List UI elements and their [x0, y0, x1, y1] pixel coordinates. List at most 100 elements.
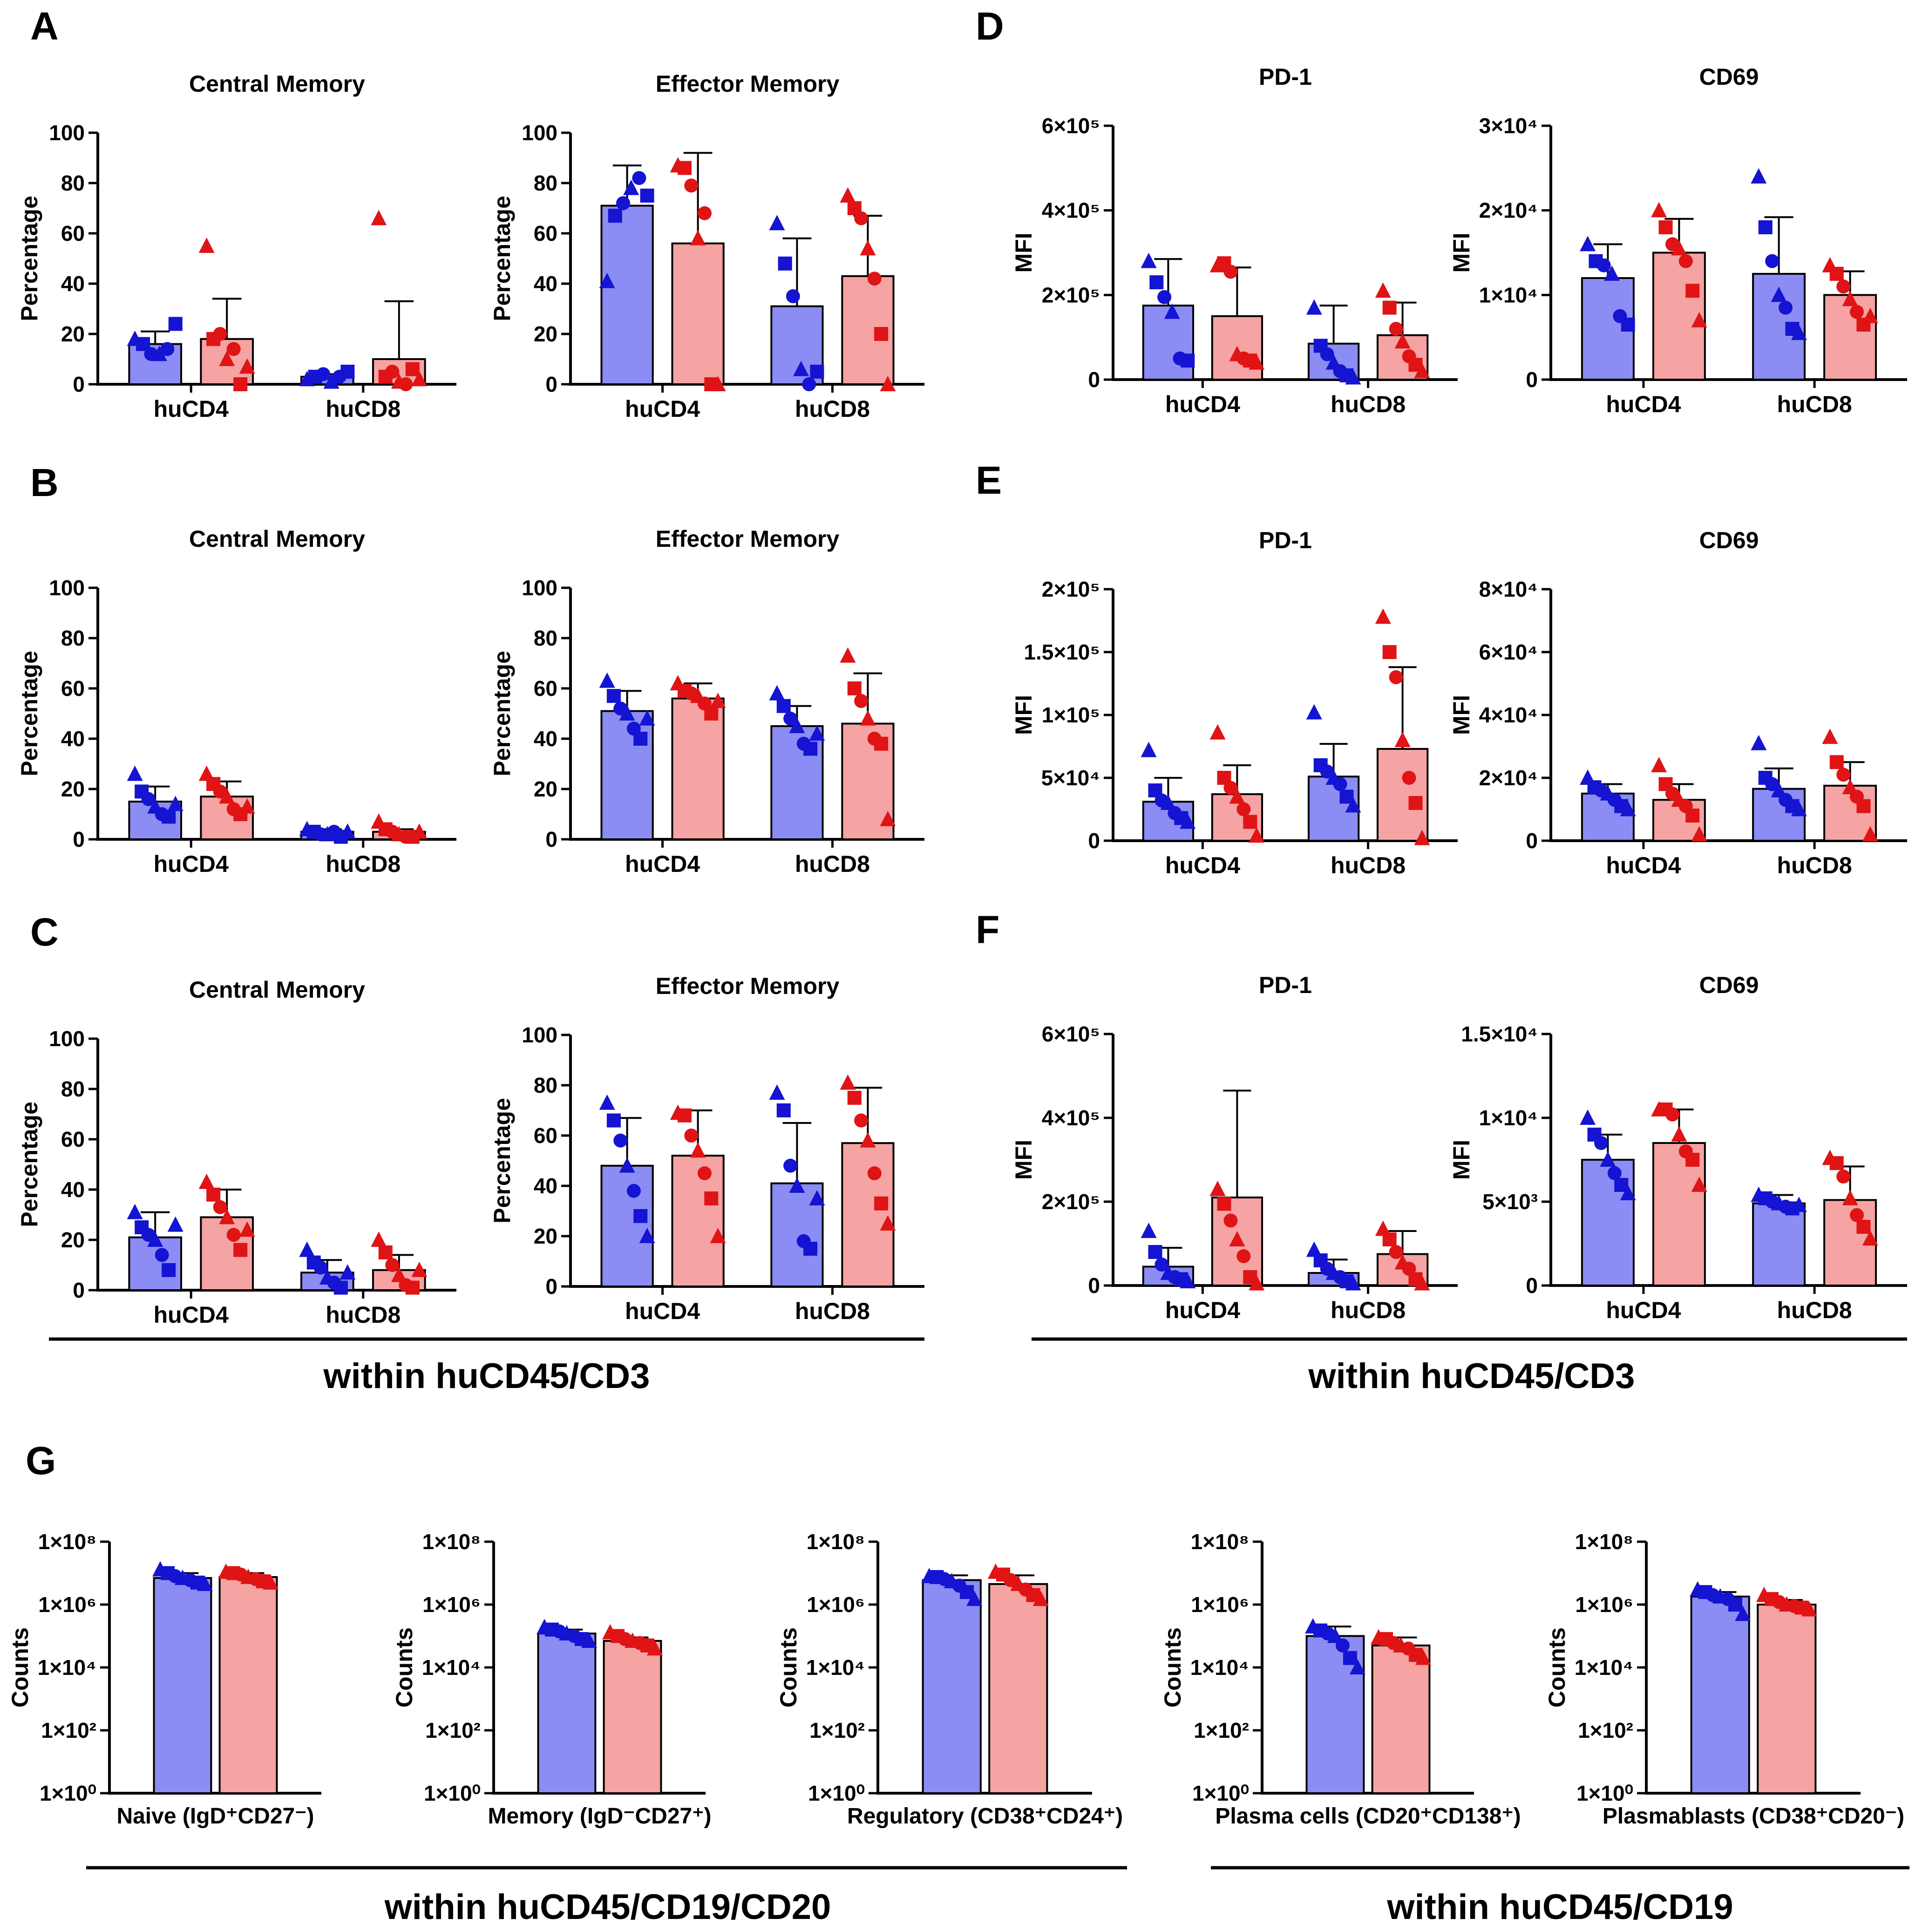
data-point	[1651, 757, 1667, 772]
data-point	[1691, 312, 1707, 327]
x-axis-label: Naive (IgD⁺CD27⁻)	[116, 1804, 314, 1829]
data-point	[385, 1258, 400, 1272]
data-point	[677, 1108, 692, 1122]
bar	[1757, 1604, 1817, 1794]
data-point	[803, 742, 818, 756]
data-point	[167, 796, 183, 811]
data-point	[710, 693, 726, 708]
y-axis-label: Counts	[775, 1627, 801, 1708]
data-point	[1600, 1151, 1616, 1167]
data-point	[1671, 1126, 1687, 1142]
y-tick-label: 1×10⁴	[1575, 1655, 1633, 1680]
data-point	[646, 1640, 663, 1656]
y-tick-label: 1×10⁵	[1042, 703, 1100, 727]
chart-F1: F PD-1 MFI 0 2×10⁵ 4×10⁵ 6×10⁵ huCD4 huCD8	[976, 908, 1458, 1323]
data-point	[633, 1209, 648, 1223]
data-point	[854, 1113, 869, 1128]
data-point	[1765, 777, 1780, 791]
data-point	[1842, 1190, 1858, 1205]
data-point	[710, 1228, 726, 1243]
data-point	[793, 361, 809, 376]
data-point	[1607, 1166, 1622, 1180]
y-tick-label: 2×10⁴	[1479, 766, 1538, 790]
data-point	[606, 689, 621, 703]
x-tick-label: huCD4	[1606, 1297, 1681, 1323]
y-tick-label: 0	[1526, 1273, 1538, 1298]
data-point	[1685, 809, 1700, 823]
data-point	[1685, 1153, 1700, 1167]
y-tick-label: 0	[545, 827, 557, 851]
chart-title: PD-1	[1259, 527, 1312, 553]
data-point	[1180, 1273, 1196, 1288]
data-point	[405, 1280, 420, 1295]
y-tick-label: 1×10²	[809, 1718, 865, 1742]
x-tick-label: huCD8	[326, 1302, 401, 1328]
chart-title: CD69	[1699, 64, 1759, 90]
chart-A1: A Central Memory Percentage 0 20 40 60 80 100 huC…	[16, 4, 456, 422]
data-point	[697, 206, 712, 220]
data-point	[1836, 279, 1851, 294]
x-tick-label: huCD4	[1165, 1297, 1240, 1323]
chart-title: Effector Memory	[656, 526, 840, 552]
chart-G4: Counts 1×10⁰ 1×10² 1×10⁴ 1×10⁶ 1×10⁸ Plasma ce…	[1160, 1530, 1521, 1829]
data-point	[1389, 670, 1403, 684]
data-point	[1691, 1177, 1707, 1192]
data-point	[776, 699, 791, 713]
data-point	[141, 792, 156, 806]
chart-title: CD69	[1699, 527, 1759, 553]
data-point	[1856, 1220, 1871, 1234]
y-tick-label: 0	[73, 372, 85, 396]
data-point	[802, 377, 816, 391]
data-point	[1223, 781, 1238, 795]
y-axis-label: MFI	[1011, 232, 1037, 272]
data-point	[1658, 220, 1673, 234]
data-point	[639, 710, 655, 726]
bar	[600, 204, 654, 385]
data-point	[1306, 1241, 1322, 1257]
chart-G2: Counts 1×10⁰ 1×10² 1×10⁴ 1×10⁶ 1×10⁸ Memory (I…	[391, 1530, 712, 1829]
y-axis-label: MFI	[1448, 695, 1474, 735]
data-point	[1389, 1245, 1403, 1259]
y-tick-label: 4×10⁵	[1042, 1106, 1100, 1130]
data-point	[1620, 1185, 1636, 1200]
data-point	[1375, 1220, 1391, 1236]
y-tick-label: 1×10⁶	[1191, 1592, 1249, 1617]
panel-label: C	[30, 910, 59, 954]
y-tick-label: 0	[1088, 1273, 1100, 1298]
data-point	[262, 1574, 278, 1590]
data-point	[1822, 728, 1838, 744]
y-tick-label: 0	[545, 1274, 557, 1299]
data-point	[697, 1166, 712, 1180]
data-point	[127, 1204, 143, 1219]
x-tick-label: huCD8	[1331, 391, 1406, 417]
y-tick-label: 20	[61, 322, 85, 346]
y-tick-label: 0	[1526, 829, 1538, 853]
data-point	[198, 238, 215, 253]
data-point	[1415, 1649, 1431, 1665]
y-tick-label: 5×10⁴	[1041, 766, 1100, 790]
data-point	[197, 1575, 213, 1591]
y-axis-label: Percentage	[16, 1102, 42, 1227]
y-tick-label: 0	[545, 372, 557, 396]
data-point	[847, 1091, 862, 1105]
data-point	[385, 365, 400, 379]
bar	[922, 1579, 982, 1795]
data-point	[1243, 815, 1257, 829]
data-point	[690, 230, 706, 245]
y-tick-label: 60	[534, 1123, 557, 1148]
data-point	[810, 365, 824, 379]
y-axis-label: Counts	[391, 1627, 417, 1708]
bar	[603, 1639, 662, 1794]
data-point	[1209, 1181, 1226, 1196]
data-point	[778, 256, 792, 271]
data-point	[1862, 1230, 1878, 1246]
data-point	[619, 705, 635, 721]
data-point	[874, 736, 889, 751]
chart-title: PD-1	[1259, 64, 1312, 90]
data-point	[966, 1591, 983, 1606]
data-point	[1382, 1232, 1397, 1246]
x-tick-label: huCD8	[1777, 852, 1852, 878]
chart-G1: G Counts 1×10⁰ 1×10² 1×10⁴ 1×10⁶ 1×10⁸ Naive (I…	[7, 1439, 321, 1829]
y-tick-label: 40	[61, 1177, 85, 1202]
data-point	[640, 189, 654, 203]
